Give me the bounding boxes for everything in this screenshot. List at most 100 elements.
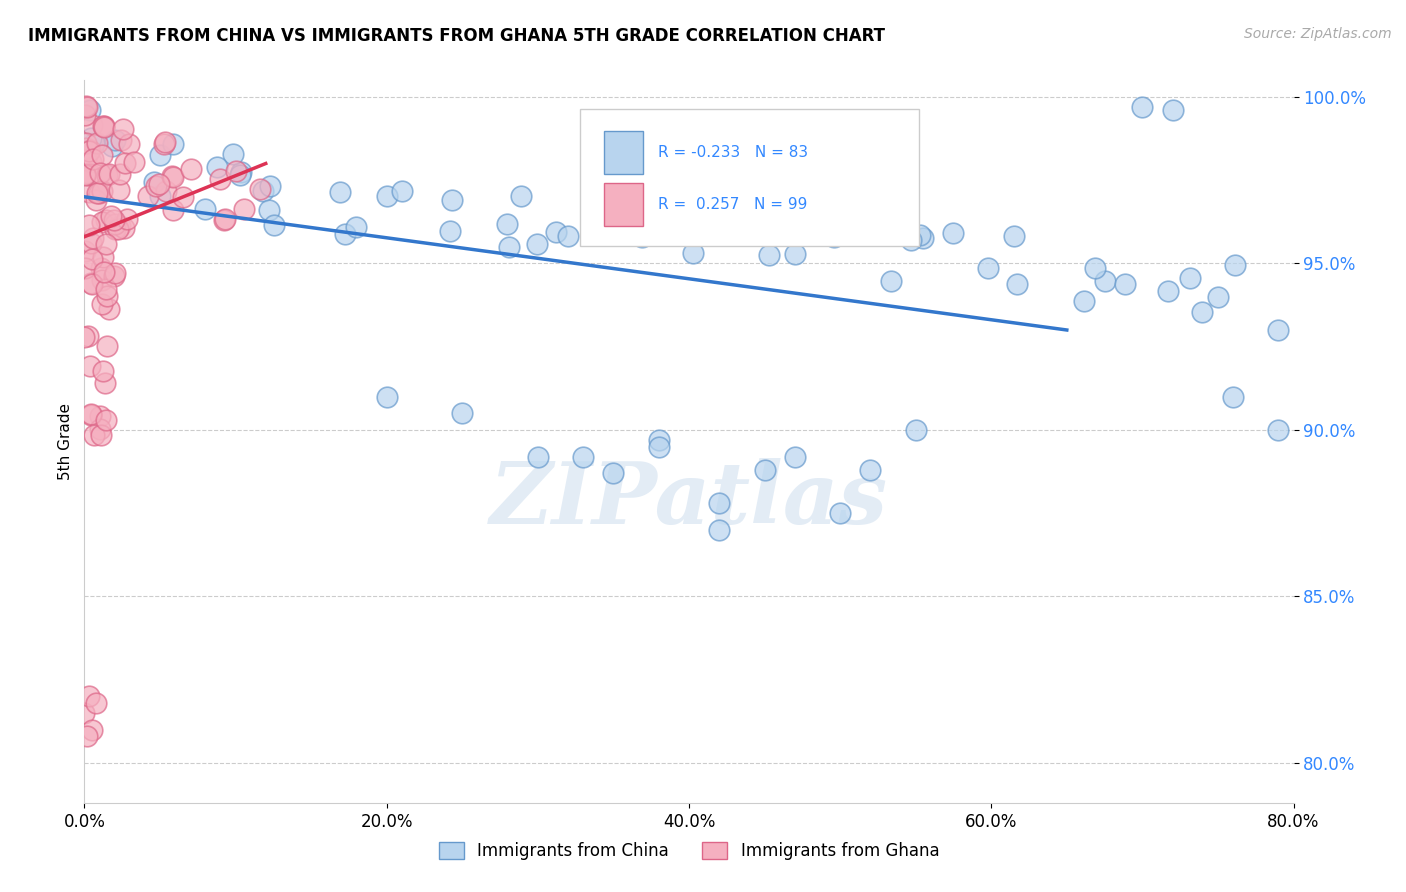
Point	[180, 162, 202, 177]
Text: R = -0.233   N = 83: R = -0.233 N = 83	[658, 145, 807, 160]
Point	[510, 189, 533, 203]
Point	[86, 186, 108, 201]
Point	[107, 222, 129, 236]
Point	[89, 166, 111, 180]
Point	[498, 240, 520, 254]
Point	[86, 136, 108, 150]
Point	[709, 496, 731, 510]
Point	[77, 328, 100, 343]
Point	[976, 260, 998, 275]
Point	[80, 277, 103, 291]
Point	[104, 222, 127, 236]
Point	[90, 148, 112, 162]
Point	[76, 100, 98, 114]
Point	[75, 99, 97, 113]
Point	[208, 171, 231, 186]
Point	[96, 237, 118, 252]
Point	[162, 169, 184, 184]
Point	[1267, 423, 1289, 437]
Point	[440, 193, 463, 207]
Point	[557, 228, 579, 243]
Point	[79, 144, 101, 158]
Point	[222, 147, 245, 161]
Point	[904, 423, 927, 437]
Point	[112, 221, 135, 235]
Point	[631, 229, 654, 244]
Point	[214, 212, 236, 227]
Point	[252, 184, 274, 198]
Point	[212, 213, 235, 227]
Point	[90, 261, 112, 276]
Point	[602, 466, 624, 480]
Point	[79, 359, 101, 374]
Point	[162, 170, 184, 185]
Point	[73, 244, 96, 258]
Point	[103, 212, 125, 227]
Point	[259, 179, 281, 194]
Point	[136, 188, 159, 202]
Point	[153, 136, 176, 150]
Point	[194, 202, 217, 216]
Bar	[605, 183, 643, 227]
Point	[155, 184, 177, 198]
Point	[830, 506, 852, 520]
Point	[783, 246, 806, 260]
Point	[83, 136, 105, 151]
Point	[148, 178, 170, 192]
Point	[546, 225, 568, 239]
Point	[89, 409, 111, 424]
Point	[804, 200, 827, 214]
Point	[79, 408, 101, 422]
Point	[83, 428, 105, 442]
Point	[1161, 103, 1184, 118]
Point	[859, 463, 882, 477]
Point	[100, 209, 122, 223]
Point	[110, 219, 132, 233]
Point	[79, 131, 101, 145]
Point	[75, 261, 97, 276]
Point	[97, 167, 120, 181]
Point	[451, 406, 474, 420]
Point	[1114, 277, 1136, 292]
Y-axis label: 5th Grade: 5th Grade	[58, 403, 73, 480]
Text: Source: ZipAtlas.com: Source: ZipAtlas.com	[1244, 27, 1392, 41]
Point	[73, 168, 96, 182]
Point	[93, 363, 115, 377]
Point	[93, 120, 115, 134]
Point	[90, 296, 112, 310]
Point	[263, 218, 285, 232]
Point	[89, 422, 111, 436]
Point	[588, 211, 610, 226]
Point	[82, 153, 104, 167]
Point	[1002, 228, 1025, 243]
Point	[783, 450, 806, 464]
Point	[79, 155, 101, 169]
Point	[1073, 293, 1095, 308]
Point	[79, 167, 101, 181]
Point	[91, 250, 114, 264]
Point	[94, 413, 117, 427]
Legend: Immigrants from China, Immigrants from Ghana: Immigrants from China, Immigrants from G…	[432, 835, 946, 867]
Point	[82, 231, 104, 245]
Point	[79, 103, 101, 117]
Point	[900, 233, 922, 247]
Point	[1267, 323, 1289, 337]
Point	[880, 274, 903, 288]
Point	[329, 185, 352, 199]
Point	[90, 184, 112, 198]
Point	[108, 168, 131, 182]
Point	[80, 407, 103, 421]
Point	[75, 136, 97, 151]
Point	[1191, 305, 1213, 319]
Point	[249, 182, 271, 196]
Point	[73, 706, 96, 720]
Point	[1084, 261, 1107, 276]
Point	[823, 230, 845, 244]
Point	[745, 202, 768, 216]
Point	[96, 339, 118, 353]
Point	[118, 136, 141, 151]
Point	[94, 376, 117, 391]
Point	[75, 141, 97, 155]
Point	[172, 189, 194, 203]
Point	[117, 212, 139, 227]
